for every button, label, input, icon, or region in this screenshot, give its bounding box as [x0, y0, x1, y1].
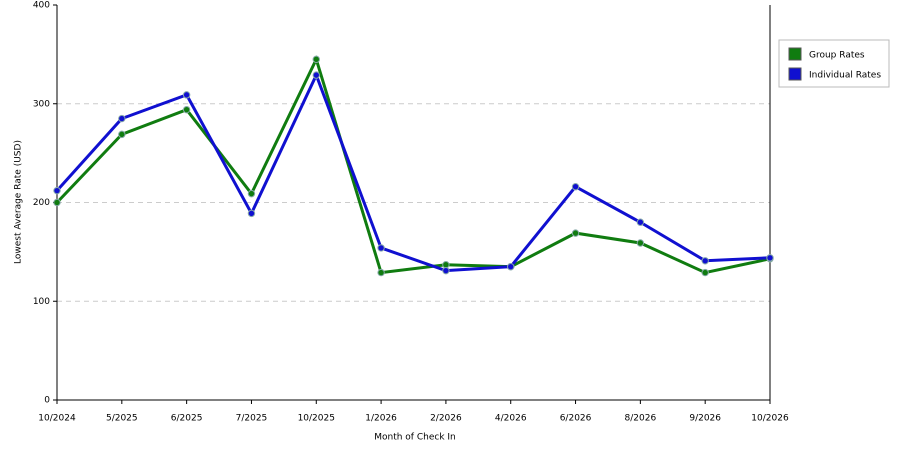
data-point	[247, 209, 256, 218]
data-point	[118, 114, 126, 123]
x-tick-label: 7/2025	[236, 414, 268, 424]
data-point	[636, 218, 645, 226]
y-tick-label: 0	[44, 396, 50, 406]
data-point	[442, 266, 450, 275]
data-point	[312, 71, 320, 79]
data-point	[118, 130, 126, 139]
data-point	[701, 257, 709, 265]
y-tick-label: 300	[33, 99, 50, 109]
y-axis-label: Lowest Average Rate (USD)	[14, 140, 24, 264]
x-tick-label: 8/2026	[625, 414, 657, 424]
legend-label: Group Rates	[809, 51, 865, 61]
data-point	[636, 239, 645, 247]
x-axis-label: Month of Check In	[374, 433, 456, 443]
data-point	[53, 198, 61, 207]
data-point	[182, 105, 191, 114]
data-point	[507, 262, 515, 271]
x-tick-label: 6/2026	[560, 414, 592, 424]
x-tick-label: 10/2024	[38, 414, 76, 424]
data-point	[312, 55, 320, 64]
data-point	[377, 268, 385, 277]
x-tick-label: 1/2026	[365, 414, 397, 424]
data-point	[766, 254, 774, 262]
x-tick-label: 10/2025	[298, 414, 335, 424]
legend-label: Individual Rates	[809, 71, 881, 81]
x-tick-label: 5/2025	[106, 414, 138, 424]
y-tick-label: 200	[33, 198, 50, 208]
x-tick-label: 4/2026	[495, 414, 527, 424]
data-point	[377, 244, 385, 252]
data-point	[182, 91, 191, 99]
data-point	[571, 183, 580, 191]
y-tick-label: 400	[33, 1, 50, 11]
data-point	[247, 189, 256, 198]
data-point	[53, 186, 61, 195]
y-tick-label: 100	[33, 297, 50, 307]
x-tick-label: 10/2026	[751, 414, 789, 424]
x-tick-label: 2/2026	[430, 414, 462, 424]
x-tick-label: 9/2026	[689, 414, 721, 424]
data-point	[701, 268, 709, 277]
legend-swatch	[788, 67, 802, 81]
x-tick-label: 6/2025	[171, 414, 203, 424]
series-line	[55, 71, 771, 273]
legend-swatch	[788, 47, 802, 61]
series-line	[55, 55, 771, 275]
data-point	[571, 229, 580, 237]
